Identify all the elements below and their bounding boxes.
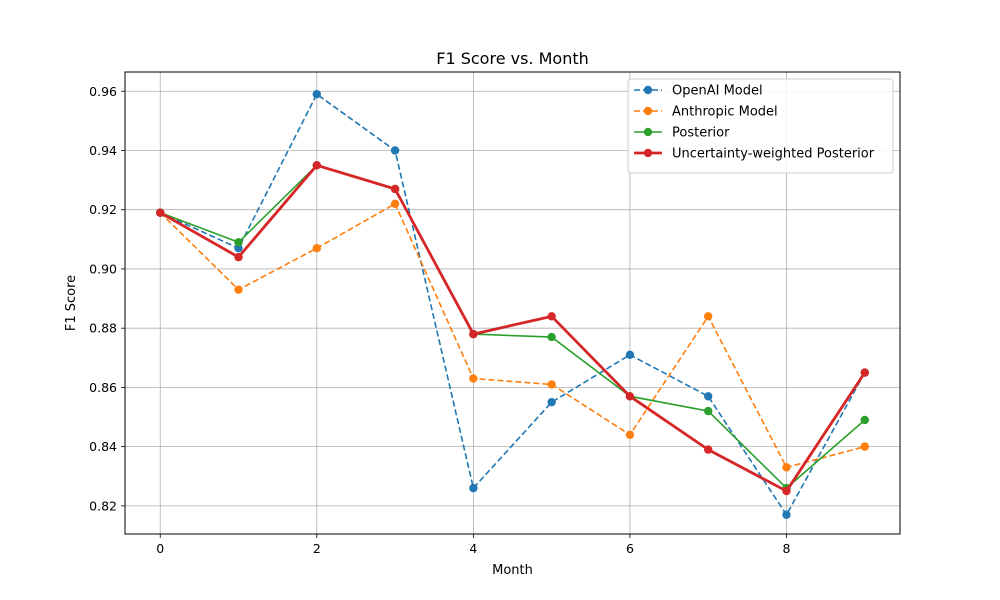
legend-marker xyxy=(643,106,653,116)
y-tick-label: 0.88 xyxy=(89,321,117,336)
data-point xyxy=(625,430,635,439)
data-point xyxy=(469,374,478,383)
series-line xyxy=(159,202,865,469)
data-point xyxy=(312,90,321,99)
x-tick-label: 8 xyxy=(783,541,791,556)
legend-label: Posterior xyxy=(672,126,730,141)
data-point xyxy=(547,398,556,407)
y-tick-label: 0.92 xyxy=(89,202,117,217)
y-axis-label: F1 Score xyxy=(64,275,79,331)
data-point xyxy=(782,486,791,496)
data-point xyxy=(782,510,791,519)
data-point xyxy=(704,312,713,321)
x-tick-label: 4 xyxy=(469,541,477,556)
data-point xyxy=(156,208,165,217)
data-point xyxy=(390,199,400,208)
legend-label: Anthropic Model xyxy=(672,105,778,120)
x-tick-label: 2 xyxy=(313,541,321,556)
series-line xyxy=(159,164,866,489)
legend-marker xyxy=(643,148,653,158)
y-tick-label: 0.84 xyxy=(89,439,117,454)
data-point xyxy=(390,146,400,155)
data-point xyxy=(860,442,869,451)
y-tick-label: 0.90 xyxy=(89,261,117,276)
legend-marker xyxy=(643,127,653,137)
data-point xyxy=(234,252,243,262)
y-tick-label: 0.86 xyxy=(89,380,117,395)
plot-frame xyxy=(124,71,901,535)
data-point xyxy=(860,415,869,425)
data-point xyxy=(469,329,478,339)
data-point xyxy=(312,161,321,170)
series-line xyxy=(159,163,866,493)
series-2 xyxy=(156,199,869,472)
data-point xyxy=(704,392,713,401)
data-point xyxy=(469,483,478,493)
legend: OpenAI Model Anthropic Model Posterior Unce… xyxy=(627,78,894,174)
y-tick-label: 0.96 xyxy=(89,84,117,99)
x-axis-label: Month xyxy=(492,563,533,578)
axis-ticks: 0 2 4 6 8 0.82 0.84 0.86 0.88 0.90 0.92 0.94 0.96 xyxy=(89,84,790,556)
x-tick-label: 0 xyxy=(156,541,164,556)
data-point xyxy=(625,350,635,360)
legend-box xyxy=(627,78,894,174)
legend-item: Uncertainty-weighted Posterior xyxy=(634,147,875,162)
legend-marker xyxy=(643,85,653,95)
y-tick-label: 0.82 xyxy=(89,498,117,513)
data-point xyxy=(234,244,243,253)
legend-label: Uncertainty-weighted Posterior xyxy=(672,147,875,162)
data-point xyxy=(704,445,713,454)
chart-title: F1 Score vs. Month xyxy=(436,49,589,68)
data-point xyxy=(625,392,635,401)
data-point xyxy=(547,332,556,342)
series-line xyxy=(159,93,866,516)
y-tick-label: 0.94 xyxy=(89,143,117,158)
data-point xyxy=(390,184,400,194)
legend-label: OpenAI Model xyxy=(672,84,763,99)
series-layer xyxy=(156,90,869,519)
data-point xyxy=(234,238,243,247)
data-point xyxy=(547,380,556,389)
grid-lines xyxy=(125,72,900,534)
legend-item: Anthropic Model xyxy=(634,105,778,120)
legend-item: OpenAI Model xyxy=(634,84,763,99)
data-point xyxy=(312,244,321,253)
x-tick-label: 6 xyxy=(626,541,634,556)
data-point xyxy=(234,285,243,294)
legend-item: Posterior xyxy=(634,126,730,141)
series-4 xyxy=(156,161,869,496)
data-point xyxy=(547,312,556,321)
data-point xyxy=(860,368,869,377)
data-point xyxy=(782,463,791,472)
data-point xyxy=(704,406,713,416)
